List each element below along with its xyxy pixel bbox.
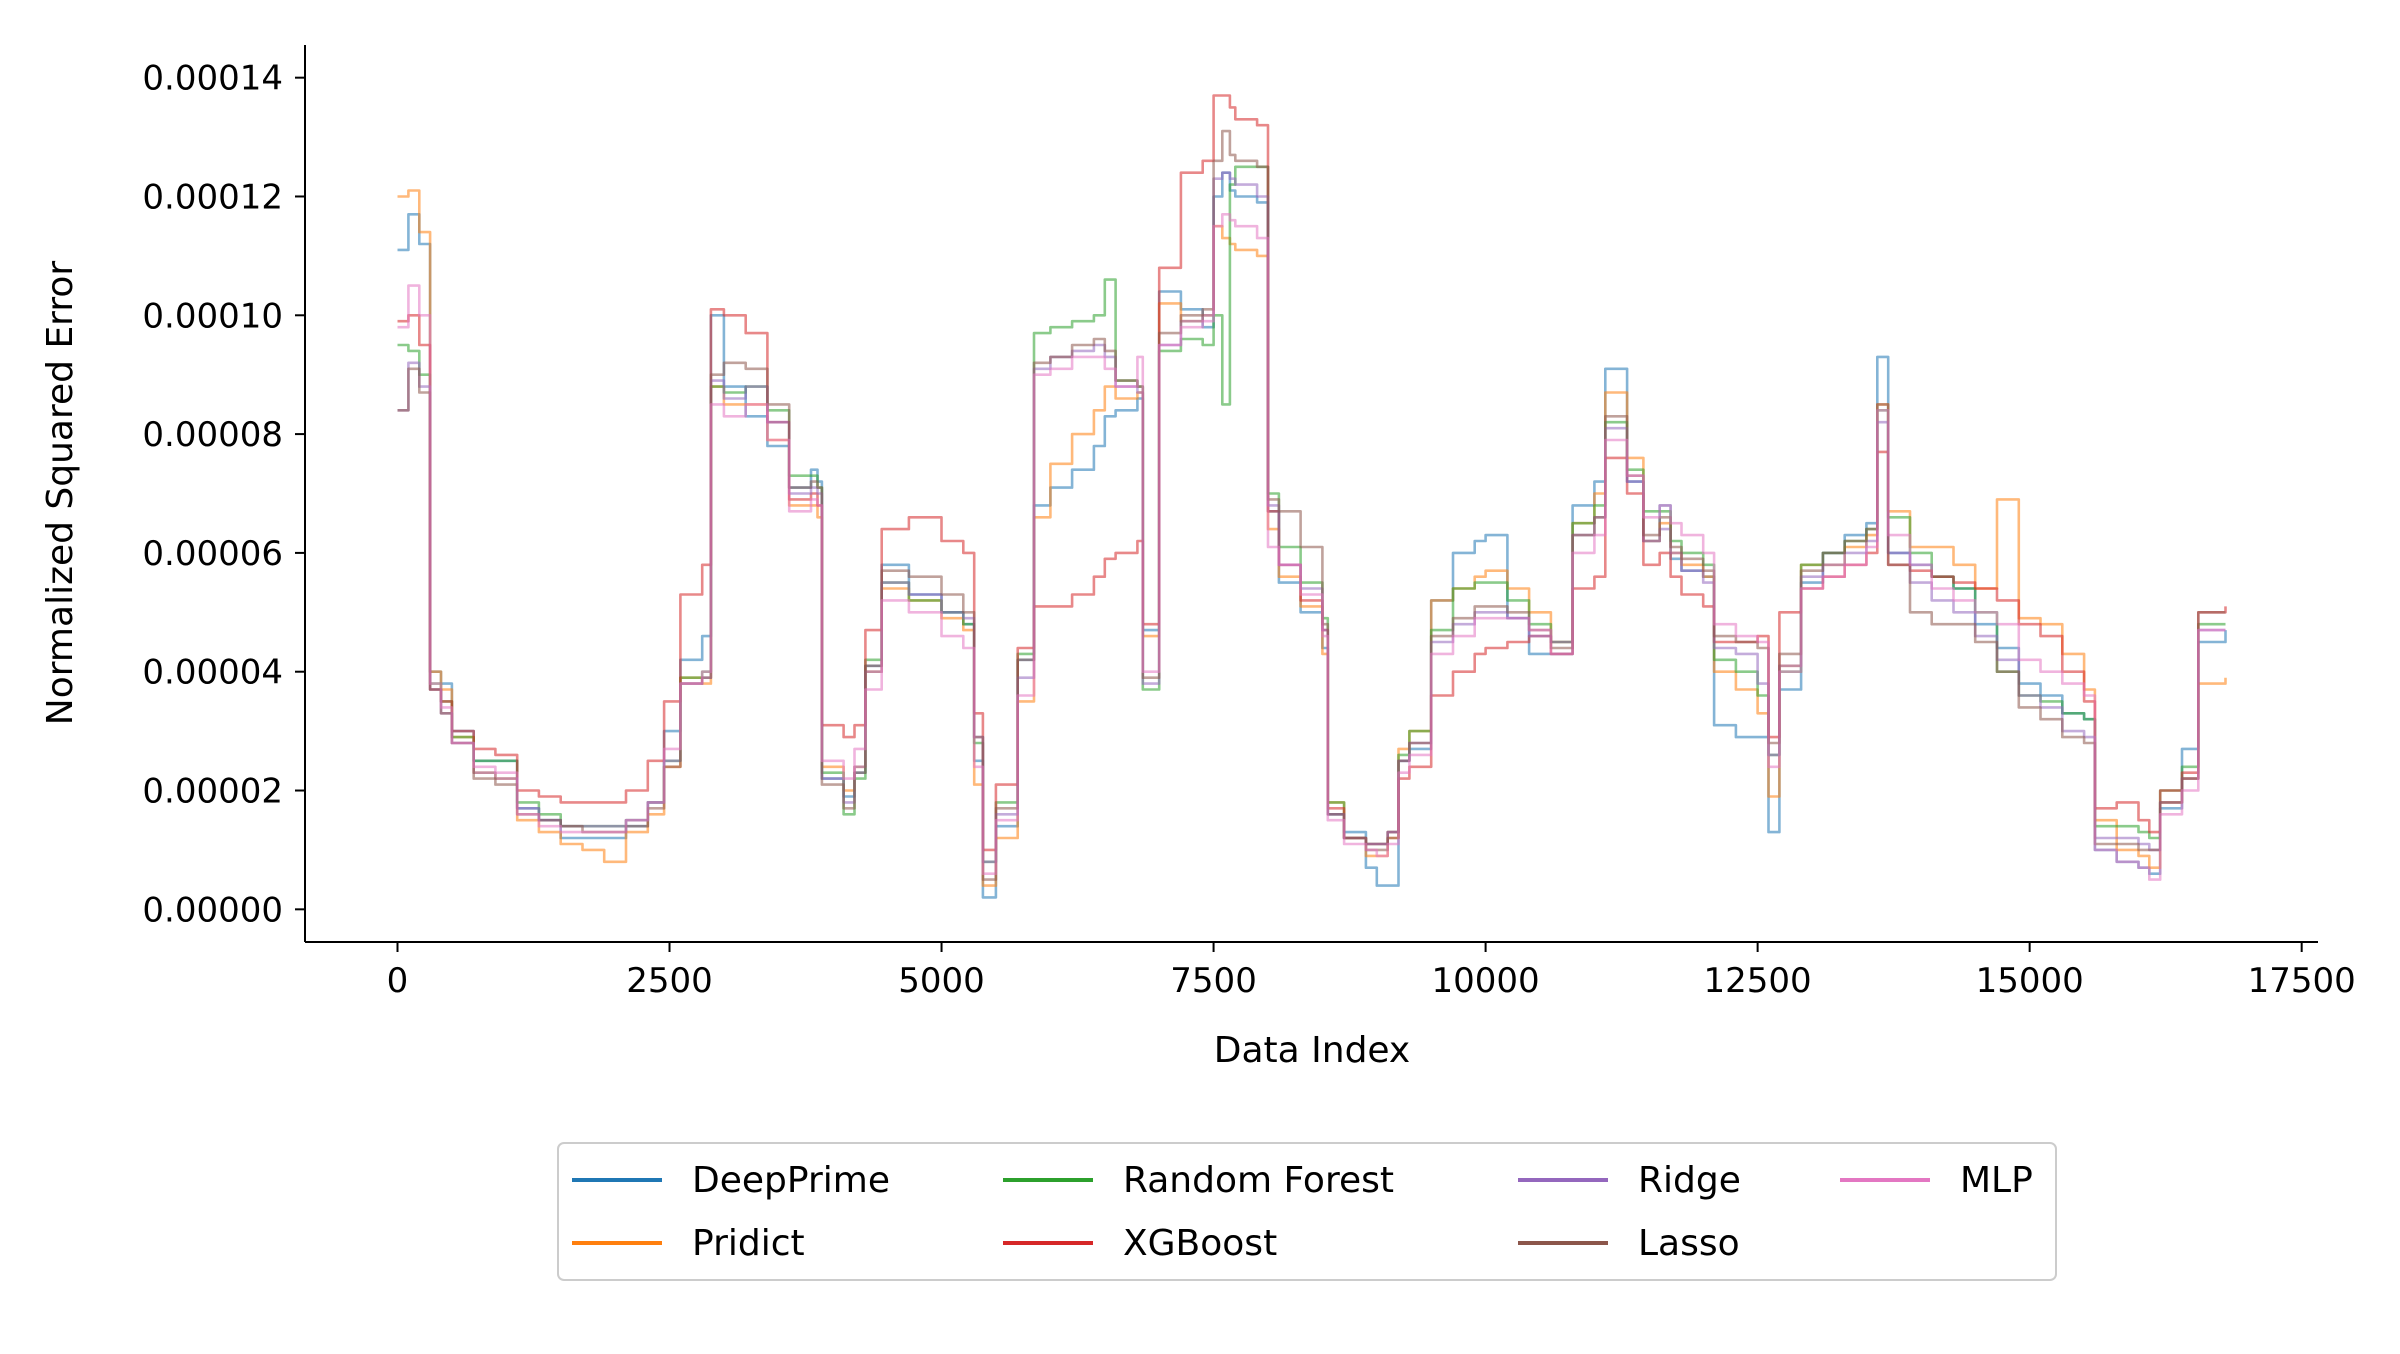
y-tick-label: 0.00010 <box>142 296 283 336</box>
series-line-pridict <box>397 189 2227 887</box>
x-tick-label: 12500 <box>1704 961 1812 1001</box>
y-tick-label: 0.00008 <box>142 415 283 455</box>
series-line-lasso <box>397 129 2226 881</box>
y-tick-label: 0.00004 <box>142 653 283 693</box>
y-tick-label: 0.00006 <box>142 534 283 574</box>
x-tick-label: 7500 <box>1170 961 1257 1001</box>
x-tick-label: 2500 <box>626 961 713 1001</box>
legend-items: DeepPrime Pridict Random Forest XGBoost Ridg… <box>572 1160 2033 1264</box>
y-ticks: 0.00000 0.00002 0.00004 0.00006 0.00008 0.000… <box>142 59 305 930</box>
x-tick-label: 10000 <box>1432 961 1540 1001</box>
legend-label-random-forest: Random Forest <box>1123 1160 1394 1201</box>
x-tick-label: 15000 <box>1976 961 2084 1001</box>
legend-label-ridge: Ridge <box>1638 1160 1741 1201</box>
x-tick-label: 5000 <box>898 961 985 1001</box>
x-ticks: 0 2500 5000 7500 10000 12500 15000 17500 <box>387 942 2356 1001</box>
series-layer <box>397 94 2227 899</box>
y-axis-label: Normalized Squared Error <box>40 261 81 726</box>
legend-label-xgboost: XGBoost <box>1123 1223 1277 1264</box>
series-line-deepprime <box>397 171 2227 899</box>
legend-label-mlp: MLP <box>1960 1160 2033 1201</box>
legend-label-deepprime: DeepPrime <box>692 1160 890 1201</box>
legend-frame <box>557 1142 2057 1281</box>
x-tick-label: 0 <box>387 961 409 1001</box>
axes-layer <box>304 45 2318 943</box>
legend: DeepPrime Pridict Random Forest XGBoost Ridg… <box>557 1142 2057 1281</box>
series-line-mlp <box>397 213 2226 881</box>
y-tick-label: 0.00014 <box>142 59 283 99</box>
legend-label-pridict: Pridict <box>692 1223 805 1264</box>
series-line-random-forest <box>397 165 2226 864</box>
y-tick-label: 0.00012 <box>142 177 283 217</box>
legend-label-lasso: Lasso <box>1638 1223 1740 1264</box>
x-tick-label: 17500 <box>2248 961 2356 1001</box>
series-line-ridge <box>397 171 2226 864</box>
y-tick-label: 0.00002 <box>142 772 283 812</box>
series-line-xgboost <box>397 94 2227 852</box>
x-axis-label: Data Index <box>1214 1030 1411 1071</box>
y-tick-label: 0.00000 <box>142 890 283 930</box>
